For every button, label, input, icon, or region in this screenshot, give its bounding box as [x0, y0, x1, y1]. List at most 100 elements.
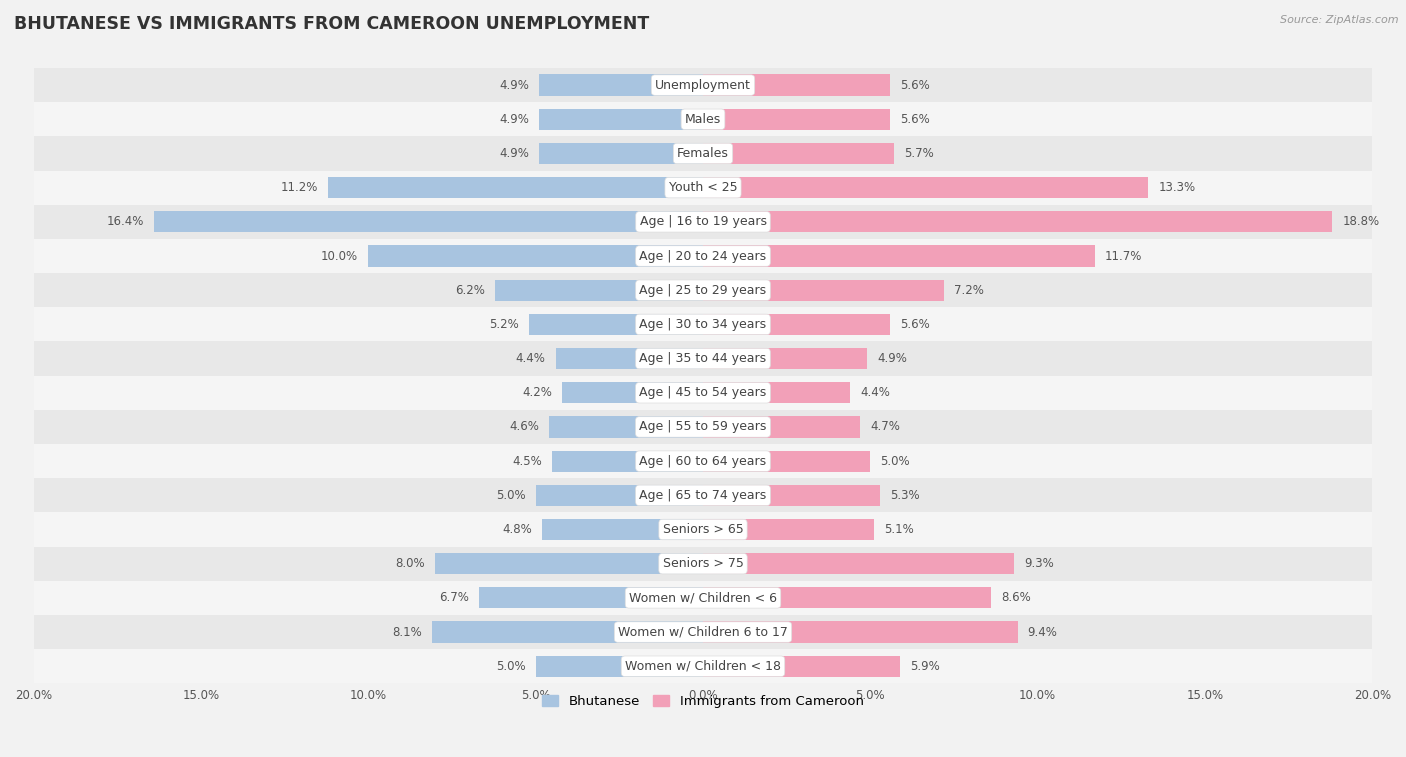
Text: Women w/ Children < 18: Women w/ Children < 18 [626, 660, 780, 673]
Bar [34, 581, 1372, 615]
Bar [562, 382, 703, 403]
Bar [703, 587, 991, 609]
Text: Age | 16 to 19 years: Age | 16 to 19 years [640, 215, 766, 229]
Bar [555, 348, 703, 369]
Bar [34, 102, 1372, 136]
Text: 11.2%: 11.2% [281, 181, 318, 194]
Bar [34, 239, 1372, 273]
Bar [703, 177, 1149, 198]
Text: Age | 35 to 44 years: Age | 35 to 44 years [640, 352, 766, 365]
Bar [536, 484, 703, 506]
Bar [703, 314, 890, 335]
Text: Age | 30 to 34 years: Age | 30 to 34 years [640, 318, 766, 331]
Bar [538, 74, 703, 95]
Text: 5.9%: 5.9% [911, 660, 941, 673]
Bar [538, 143, 703, 164]
Bar [703, 382, 851, 403]
Bar [34, 273, 1372, 307]
Text: 10.0%: 10.0% [321, 250, 359, 263]
Text: 4.5%: 4.5% [513, 455, 543, 468]
Text: BHUTANESE VS IMMIGRANTS FROM CAMEROON UNEMPLOYMENT: BHUTANESE VS IMMIGRANTS FROM CAMEROON UN… [14, 15, 650, 33]
Bar [529, 314, 703, 335]
Text: 8.1%: 8.1% [392, 625, 422, 639]
Text: 5.6%: 5.6% [900, 113, 931, 126]
Bar [34, 307, 1372, 341]
Text: 4.9%: 4.9% [877, 352, 907, 365]
Text: Age | 20 to 24 years: Age | 20 to 24 years [640, 250, 766, 263]
Bar [34, 410, 1372, 444]
Text: 9.3%: 9.3% [1025, 557, 1054, 570]
Bar [368, 245, 703, 266]
Bar [34, 444, 1372, 478]
Text: 5.0%: 5.0% [496, 660, 526, 673]
Bar [34, 547, 1372, 581]
Text: 9.4%: 9.4% [1028, 625, 1057, 639]
Text: 4.8%: 4.8% [502, 523, 533, 536]
Text: 4.9%: 4.9% [499, 79, 529, 92]
Text: 6.2%: 6.2% [456, 284, 485, 297]
Text: Source: ZipAtlas.com: Source: ZipAtlas.com [1281, 15, 1399, 25]
Bar [553, 450, 703, 472]
Text: 5.2%: 5.2% [489, 318, 519, 331]
Bar [703, 143, 894, 164]
Bar [703, 450, 870, 472]
Bar [34, 478, 1372, 512]
Bar [34, 170, 1372, 204]
Bar [495, 279, 703, 301]
Bar [703, 621, 1018, 643]
Bar [432, 621, 703, 643]
Bar [703, 74, 890, 95]
Bar [703, 245, 1095, 266]
Bar [703, 553, 1014, 575]
Text: Age | 60 to 64 years: Age | 60 to 64 years [640, 455, 766, 468]
Text: 4.4%: 4.4% [516, 352, 546, 365]
Text: 13.3%: 13.3% [1159, 181, 1195, 194]
Text: 18.8%: 18.8% [1343, 215, 1379, 229]
Legend: Bhutanese, Immigrants from Cameroon: Bhutanese, Immigrants from Cameroon [537, 690, 869, 714]
Text: 5.0%: 5.0% [880, 455, 910, 468]
Text: Seniors > 65: Seniors > 65 [662, 523, 744, 536]
Bar [703, 109, 890, 130]
Text: Age | 25 to 29 years: Age | 25 to 29 years [640, 284, 766, 297]
Bar [703, 279, 943, 301]
Text: Unemployment: Unemployment [655, 79, 751, 92]
Bar [703, 416, 860, 438]
Text: 5.0%: 5.0% [496, 489, 526, 502]
Text: 8.6%: 8.6% [1001, 591, 1031, 604]
Bar [436, 553, 703, 575]
Text: Seniors > 75: Seniors > 75 [662, 557, 744, 570]
Text: 5.1%: 5.1% [884, 523, 914, 536]
Bar [703, 348, 868, 369]
Bar [34, 136, 1372, 170]
Text: 11.7%: 11.7% [1105, 250, 1142, 263]
Text: Age | 65 to 74 years: Age | 65 to 74 years [640, 489, 766, 502]
Bar [34, 341, 1372, 375]
Text: 5.6%: 5.6% [900, 318, 931, 331]
Text: 5.3%: 5.3% [890, 489, 920, 502]
Text: 8.0%: 8.0% [395, 557, 425, 570]
Bar [703, 484, 880, 506]
Bar [34, 615, 1372, 650]
Text: Women w/ Children < 6: Women w/ Children < 6 [628, 591, 778, 604]
Text: 4.9%: 4.9% [499, 147, 529, 160]
Text: 4.7%: 4.7% [870, 420, 900, 434]
Text: Males: Males [685, 113, 721, 126]
Text: 4.2%: 4.2% [523, 386, 553, 399]
Bar [538, 109, 703, 130]
Bar [34, 512, 1372, 547]
Text: 6.7%: 6.7% [439, 591, 468, 604]
Text: 7.2%: 7.2% [955, 284, 984, 297]
Bar [548, 416, 703, 438]
Bar [155, 211, 703, 232]
Bar [34, 375, 1372, 410]
Text: Age | 45 to 54 years: Age | 45 to 54 years [640, 386, 766, 399]
Bar [328, 177, 703, 198]
Text: 16.4%: 16.4% [107, 215, 143, 229]
Bar [34, 204, 1372, 239]
Bar [703, 519, 873, 540]
Text: Women w/ Children 6 to 17: Women w/ Children 6 to 17 [619, 625, 787, 639]
Text: 4.9%: 4.9% [499, 113, 529, 126]
Bar [34, 68, 1372, 102]
Text: Females: Females [678, 147, 728, 160]
Text: Age | 55 to 59 years: Age | 55 to 59 years [640, 420, 766, 434]
